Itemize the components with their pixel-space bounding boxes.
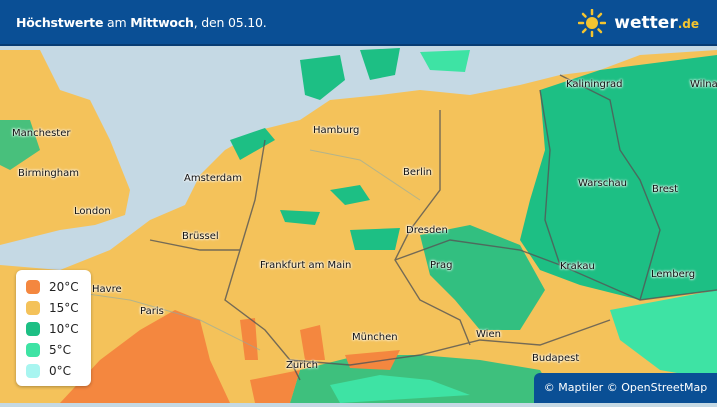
city-label: Prag <box>430 260 453 271</box>
title-text-1: am <box>103 15 131 30</box>
city-label: Krakau <box>560 261 595 272</box>
city-label: Brüssel <box>182 231 219 242</box>
legend-label: 0°C <box>49 363 72 378</box>
city-label: Hamburg <box>313 125 360 136</box>
legend-item: 5°C <box>26 339 91 360</box>
logo-text: wetter.de <box>614 13 699 33</box>
legend-swatch <box>26 363 40 378</box>
legend-item: 15°C <box>26 297 91 318</box>
header: Höchstwerte am Mittwoch, den 05.10. wett… <box>0 0 717 46</box>
city-label: London <box>74 206 111 217</box>
legend-swatch <box>26 279 40 294</box>
legend-label: 20°C <box>49 279 79 294</box>
zone-20c <box>60 310 230 403</box>
title-bold-2: Mittwoch <box>130 15 194 30</box>
city-label: Brest <box>652 184 679 195</box>
title-text-2: , den 05.10. <box>193 15 267 30</box>
logo-tld: .de <box>677 17 699 31</box>
legend-item: 0°C <box>26 360 91 381</box>
temperature-map[interactable]: Manchester Birmingham London Amsterdam H… <box>0 46 717 403</box>
legend-label: 15°C <box>49 300 79 315</box>
city-label: Dresden <box>406 225 448 236</box>
city-label: Wilna <box>690 79 717 90</box>
land-uk <box>0 50 130 245</box>
city-label: Lemberg <box>651 269 696 280</box>
city-label: Frankfurt am Main <box>260 260 352 271</box>
legend-item: 10°C <box>26 318 91 339</box>
attribution[interactable]: © Maptiler © OpenStreetMap <box>534 373 717 403</box>
city-label: Havre <box>92 284 122 295</box>
legend-swatch <box>26 300 40 315</box>
city-label: München <box>352 332 398 343</box>
page-title: Höchstwerte am Mittwoch, den 05.10. <box>16 15 267 30</box>
legend-label: 10°C <box>49 321 79 336</box>
city-label: Paris <box>140 306 164 317</box>
city-label: Manchester <box>12 128 71 139</box>
legend-label: 5°C <box>49 342 72 357</box>
city-label: Birmingham <box>18 168 79 179</box>
city-label: Budapest <box>532 353 580 364</box>
city-label: Berlin <box>403 167 433 178</box>
legend-item: 20°C <box>26 276 91 297</box>
city-label: Wien <box>476 329 501 340</box>
legend-swatch <box>26 342 40 357</box>
zone-10c-east <box>520 55 717 300</box>
sun-icon <box>578 9 607 37</box>
logo[interactable]: wetter.de <box>578 9 699 37</box>
map-canvas <box>0 46 717 403</box>
city-label: Warschau <box>578 178 627 189</box>
city-label: Kaliningrad <box>566 79 623 90</box>
city-label: Zürich <box>286 360 318 371</box>
title-bold-1: Höchstwerte <box>16 15 104 30</box>
city-label: Amsterdam <box>184 173 243 184</box>
logo-name: wetter <box>614 13 678 33</box>
legend: 20°C 15°C 10°C 5°C 0°C <box>16 270 91 386</box>
legend-swatch <box>26 321 40 336</box>
